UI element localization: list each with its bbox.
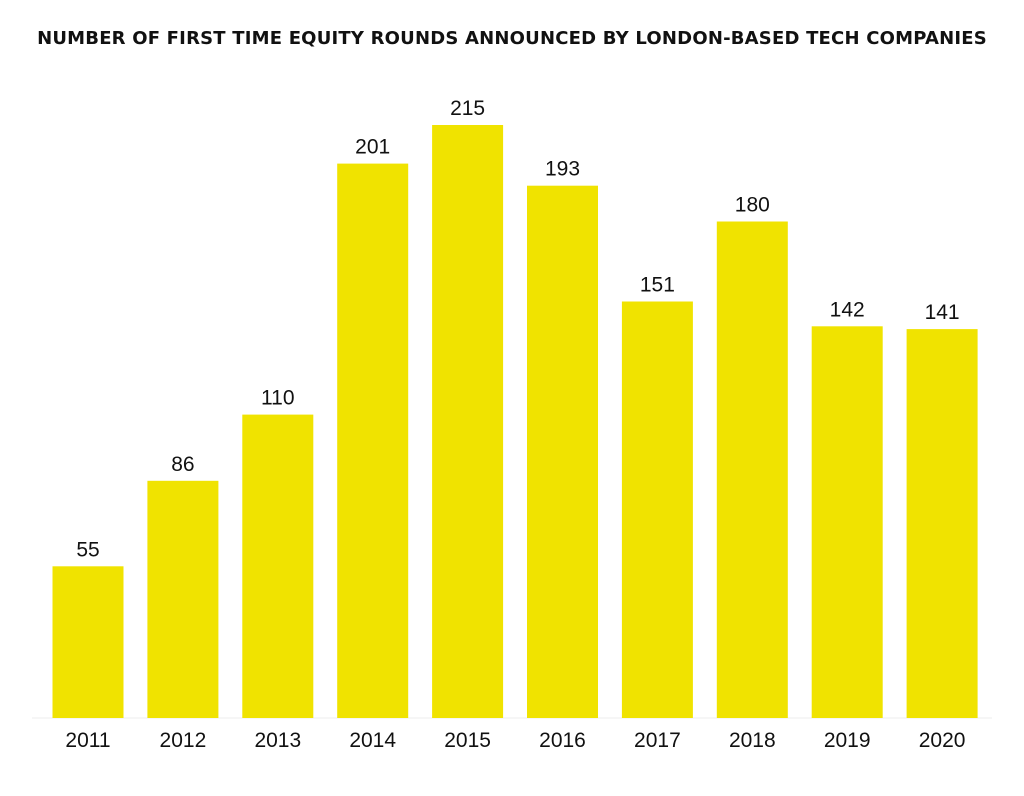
- x-tick-label-2014: 2014: [349, 729, 396, 752]
- bar-2016: [527, 185, 598, 718]
- chart-title: NUMBER OF FIRST TIME EQUITY ROUNDS ANNOU…: [37, 28, 987, 49]
- bar-value-label-2018: 180: [735, 194, 770, 217]
- bar-2011: [52, 566, 124, 718]
- x-tick-label-2016: 2016: [539, 729, 586, 752]
- x-tick-label-2019: 2019: [824, 729, 871, 752]
- bar-2015: [432, 125, 504, 718]
- bar-2014: [337, 163, 409, 719]
- x-tick-label-2017: 2017: [634, 729, 681, 752]
- x-tick-label-2015: 2015: [444, 729, 491, 752]
- bar-value-label-2019: 142: [830, 298, 865, 321]
- x-tick-label-2011: 2011: [65, 729, 110, 752]
- bar-value-label-2013: 110: [261, 387, 294, 410]
- bar-2018: [716, 221, 788, 718]
- bars-group: [52, 125, 978, 719]
- bar-value-label-2012: 86: [171, 453, 194, 476]
- x-tick-label-2013: 2013: [254, 729, 301, 752]
- bar-2012: [147, 480, 219, 718]
- bar-value-label-2011: 55: [76, 538, 99, 561]
- bar-value-label-2015: 215: [450, 97, 485, 120]
- x-tick-label-2020: 2020: [919, 729, 966, 752]
- bar-labels-group: 55 86 110 201 215 193 151 180 142 141: [76, 97, 959, 561]
- x-tick-label-2012: 2012: [160, 729, 207, 752]
- bar-2019: [811, 326, 883, 718]
- bar-value-label-2017: 151: [640, 274, 675, 297]
- bar-value-label-2014: 201: [355, 136, 390, 159]
- bar-2017: [621, 301, 693, 718]
- bar-value-label-2020: 141: [925, 301, 960, 324]
- bar-2013: [242, 414, 314, 718]
- x-tick-labels: 2011 2012 2013 2014 2015 2016 2017 2018 2019 2020: [65, 729, 965, 752]
- bar-value-label-2016: 193: [545, 158, 580, 181]
- bar-2020: [906, 329, 978, 718]
- x-tick-label-2018: 2018: [729, 729, 776, 752]
